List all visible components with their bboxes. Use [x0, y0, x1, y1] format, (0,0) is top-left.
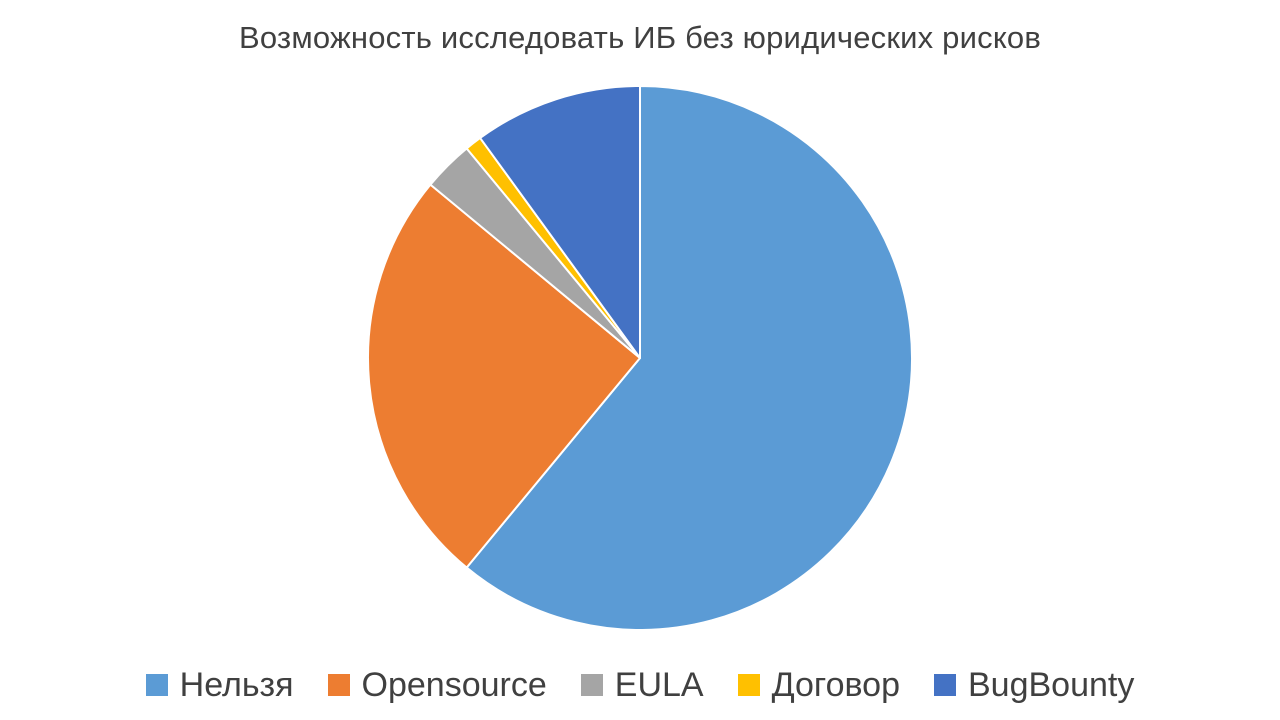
- legend-item-Договор: Договор: [737, 666, 900, 704]
- legend-swatch-icon: [580, 674, 603, 696]
- legend-item-Нельзя: Нельзя: [145, 666, 294, 704]
- pie-slice-BugBounty: [479, 85, 641, 359]
- legend-swatch-icon: [327, 674, 350, 696]
- chart-legend: Нельзя Opensource EULA Договор BugBounty: [0, 668, 1280, 702]
- legend-item-Opensource: Opensource: [327, 666, 547, 704]
- chart-title: Возможность исследовать ИБ без юридическ…: [238, 20, 1042, 55]
- legend-label: Opensource: [361, 666, 547, 704]
- legend-label: BugBounty: [967, 666, 1135, 704]
- legend-item-EULA: EULA: [580, 666, 704, 704]
- legend-swatch-icon: [933, 674, 956, 696]
- legend-item-BugBounty: BugBounty: [933, 666, 1135, 704]
- pie-slice-Opensource: [367, 183, 641, 569]
- legend-label: Нельзя: [179, 666, 294, 704]
- legend-label: EULA: [614, 666, 704, 704]
- legend-swatch-icon: [737, 674, 760, 696]
- legend-swatch-icon: [145, 674, 168, 696]
- legend-label: Договор: [771, 666, 900, 704]
- pie-slice-Нельзя: [465, 85, 913, 631]
